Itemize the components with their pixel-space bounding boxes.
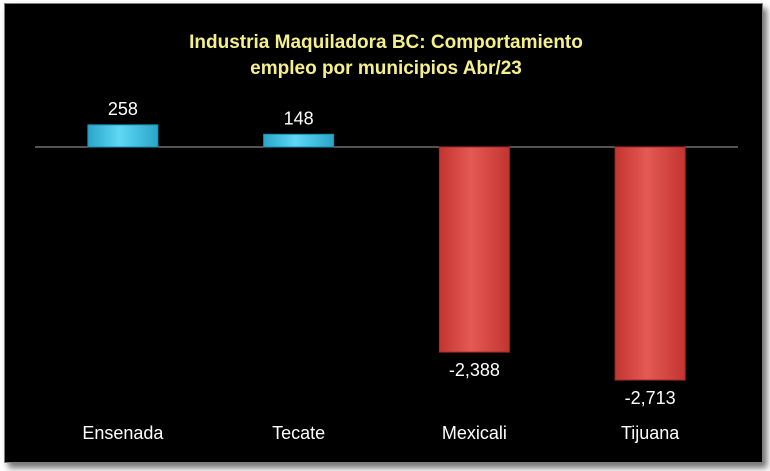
data-label-ensenada: 258 bbox=[108, 99, 138, 119]
category-label-tijuana: Tijuana bbox=[621, 423, 680, 443]
bar-tijuana bbox=[614, 146, 686, 381]
chart-title-line-1: Industria Maquiladora BC: Comportamiento bbox=[189, 32, 583, 53]
bar-mexicali bbox=[438, 146, 510, 353]
data-label-mexicali: -2,388 bbox=[449, 360, 500, 380]
bar-ensenada bbox=[87, 124, 159, 148]
chart-frame: Industria Maquiladora BC: Comportamiento… bbox=[4, 3, 763, 463]
bars-layer bbox=[87, 124, 686, 381]
labels-layer: 258 Ensenada 148 Tecate -2,388 Mexicali -2,713… bbox=[82, 99, 680, 443]
category-label-ensenada: Ensenada bbox=[82, 423, 164, 443]
chart-title-line-2: empleo por municipios Abr/23 bbox=[250, 58, 522, 79]
category-label-tecate: Tecate bbox=[272, 423, 325, 443]
chart-svg: Industria Maquiladora BC: Comportamiento… bbox=[35, 32, 738, 443]
data-label-tecate: 148 bbox=[284, 108, 314, 128]
category-label-mexicali: Mexicali bbox=[442, 423, 507, 443]
data-label-tijuana: -2,713 bbox=[625, 388, 676, 408]
bar-tecate bbox=[263, 133, 335, 148]
